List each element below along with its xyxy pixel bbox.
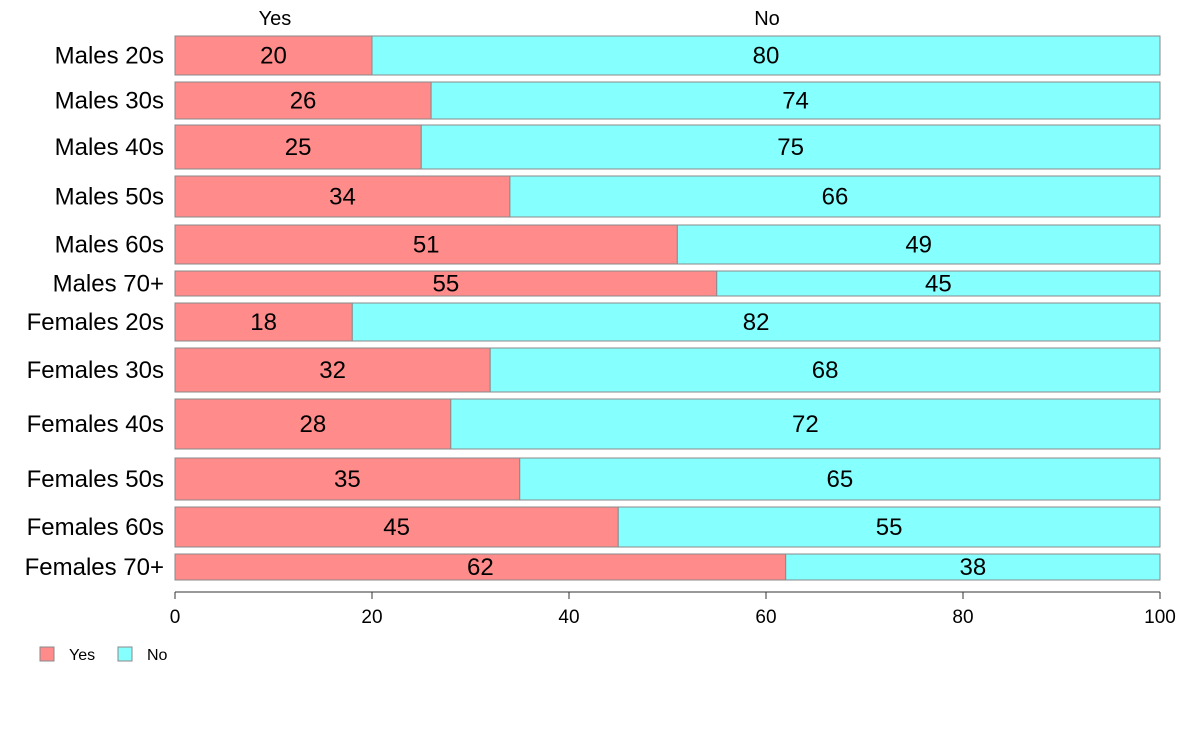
value-label-no-males-50s: 66 xyxy=(822,184,849,211)
bar-no-females-30s xyxy=(489,347,1161,393)
value-label-yes-males-70plus: 55 xyxy=(433,271,460,298)
legend: Yes No xyxy=(39,646,168,664)
bar-yes-males-50s xyxy=(174,175,511,218)
value-label-no-males-60s: 49 xyxy=(905,232,932,259)
bar-no-males-50s xyxy=(509,175,1161,218)
value-label-no-females-40s: 72 xyxy=(792,411,819,438)
value-label-yes-males-20s: 20 xyxy=(260,43,287,70)
category-label-males-50s: Males 50s xyxy=(55,184,164,211)
category-label-females-40s: Females 40s xyxy=(27,411,164,438)
category-label-females-20s: Females 20s xyxy=(27,309,164,336)
bar-yes-males-40s xyxy=(174,124,422,170)
value-label-yes-females-70plus: 62 xyxy=(467,554,494,581)
bar-no-males-40s xyxy=(420,124,1161,170)
x-tick-label-100: 100 xyxy=(1144,607,1176,628)
category-label-females-30s: Females 30s xyxy=(27,357,164,384)
value-label-yes-females-30s: 32 xyxy=(319,357,346,384)
bar-yes-females-20s xyxy=(174,302,353,342)
legend-label-no: No xyxy=(147,647,168,664)
value-label-yes-females-20s: 18 xyxy=(250,309,277,336)
value-label-no-females-70plus: 38 xyxy=(959,554,986,581)
bar-yes-females-60s xyxy=(174,506,619,548)
value-label-yes-males-50s: 34 xyxy=(329,184,356,211)
category-label-females-70plus: Females 70+ xyxy=(25,554,164,581)
category-label-males-70plus: Males 70+ xyxy=(53,271,164,298)
bar-no-females-20s xyxy=(351,302,1161,342)
top-label-no: No xyxy=(754,8,780,30)
value-label-yes-males-30s: 26 xyxy=(290,88,317,115)
category-label-males-60s: Males 60s xyxy=(55,232,164,259)
value-label-no-males-40s: 75 xyxy=(777,134,804,161)
category-label-males-30s: Males 30s xyxy=(55,88,164,115)
value-label-no-males-20s: 80 xyxy=(753,43,780,70)
top-label-yes: Yes xyxy=(259,8,292,30)
value-label-no-females-50s: 65 xyxy=(827,466,854,493)
bar-no-females-70plus xyxy=(785,553,1161,581)
bar-yes-females-50s xyxy=(174,457,521,501)
value-label-no-females-60s: 55 xyxy=(876,514,903,541)
category-label-males-40s: Males 40s xyxy=(55,134,164,161)
value-label-no-females-20s: 82 xyxy=(743,309,770,336)
bar-no-males-20s xyxy=(371,35,1161,76)
bar-no-males-60s xyxy=(676,224,1161,265)
bar-yes-females-40s xyxy=(174,398,452,450)
x-tick-label-40: 40 xyxy=(558,607,579,628)
bar-yes-females-70plus xyxy=(174,553,787,581)
bar-yes-males-20s xyxy=(174,35,373,76)
bar-yes-males-30s xyxy=(174,81,432,120)
value-label-no-males-70plus: 45 xyxy=(925,271,952,298)
value-label-yes-males-60s: 51 xyxy=(413,232,440,259)
x-tick-label-20: 20 xyxy=(361,607,382,628)
bar-yes-males-60s xyxy=(174,224,678,265)
bars-group: Males 20s 20 80 Males 30s 26 74 Males 40s 25 75 M… xyxy=(25,35,1161,581)
legend-swatch-yes xyxy=(39,646,55,662)
value-label-yes-females-60s: 45 xyxy=(383,514,410,541)
bar-no-females-50s xyxy=(519,457,1161,501)
value-label-yes-females-50s: 35 xyxy=(334,466,361,493)
top-labels: Yes No xyxy=(259,8,780,30)
value-label-yes-males-40s: 25 xyxy=(285,134,312,161)
value-label-no-females-30s: 68 xyxy=(812,357,839,384)
bar-no-females-60s xyxy=(617,506,1161,548)
category-label-females-60s: Females 60s xyxy=(27,514,164,541)
bar-no-males-30s xyxy=(430,81,1161,120)
value-label-no-males-30s: 74 xyxy=(782,88,809,115)
value-label-yes-females-40s: 28 xyxy=(300,411,327,438)
x-tick-label-80: 80 xyxy=(952,607,973,628)
bar-no-males-70plus xyxy=(716,270,1161,297)
bar-no-females-40s xyxy=(450,398,1161,450)
x-axis: 0 20 40 60 80 100 xyxy=(170,591,1176,628)
x-tick-label-60: 60 xyxy=(755,607,776,628)
x-tick-label-0: 0 xyxy=(170,607,181,628)
legend-swatch-no xyxy=(117,646,133,662)
category-label-females-50s: Females 50s xyxy=(27,466,164,493)
legend-label-yes: Yes xyxy=(69,647,95,664)
category-label-males-20s: Males 20s xyxy=(55,43,164,70)
